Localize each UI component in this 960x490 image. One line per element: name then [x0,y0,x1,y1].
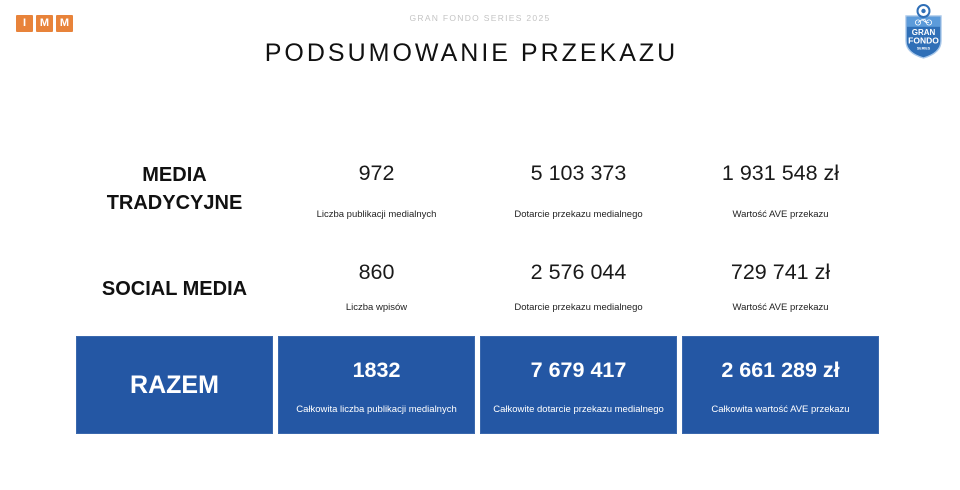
stat-caption: Liczba publikacji medialnych [316,209,437,220]
total-label: RAZEM [130,371,219,399]
total-cell-reach: 7 679 417 Całkowite dotarcie przekazu me… [480,336,677,434]
total-caption: Całkowita liczba publikacji medialnych [296,404,457,415]
imm-logo-letter: M [36,15,53,32]
row-label-line: TRADYCYJNE [106,192,243,214]
stat-value: 5 103 373 [530,161,627,185]
stat-caption: Wartość AVE przekazu [732,209,829,220]
logo-text-gran: GRAN [912,28,936,37]
bicycle-frame [917,18,929,23]
stat-caption: Dotarcie przekazu medialnego [514,302,643,313]
logo-text-series: SERIES [917,47,931,51]
logo-badge-core [921,8,926,14]
stat-social-ave: 729 741 zł Wartość AVE przekazu [682,260,879,324]
logo-top-band [906,16,941,27]
row-label-line: MEDIA [142,164,207,186]
series-label: GRAN FONDO SERIES 2025 [409,13,551,23]
total-caption: Całkowita wartość AVE przekazu [711,404,850,415]
stat-social-posts: 860 Liczba wpisów [278,260,475,324]
stat-value: 972 [358,161,395,185]
stat-caption: Wartość AVE przekazu [732,302,829,313]
total-caption: Całkowite dotarcie przekazu medialnego [493,404,664,415]
stat-traditional-publications: 972 Liczba publikacji medialnych [278,161,475,225]
imm-logo: I M M [16,15,73,32]
total-cell-publications: 1832 Całkowita liczba publikacji medialn… [278,336,475,434]
imm-logo-letter: I [16,15,33,32]
stat-caption: Liczba wpisów [345,302,408,313]
page-title: PODSUMOWANIE PRZEKAZU [264,39,679,67]
stat-caption: Dotarcie przekazu medialnego [514,209,643,220]
stat-value: 2 576 044 [530,260,627,284]
stat-traditional-ave: 1 931 548 zł Wartość AVE przekazu [682,161,879,225]
stat-social-reach: 2 576 044 Dotarcie przekazu medialnego [480,260,677,324]
logo-text-fondo: FONDO [908,36,939,46]
gran-fondo-logo: GRAN FONDO SERIES [905,4,942,59]
total-value: 1832 [352,358,401,382]
bicycle-icon [914,18,932,26]
total-cell-ave: 2 661 289 zł Całkowita wartość AVE przek… [682,336,879,434]
row-label-traditional-media: MEDIA TRADYCYJNE [76,161,273,217]
total-value: 2 661 289 zł [721,358,840,382]
imm-logo-letter: M [56,15,73,32]
stat-traditional-reach: 5 103 373 Dotarcie przekazu medialnego [480,161,677,225]
total-label-cell: RAZEM [76,336,273,434]
row-label-social-media: SOCIAL MEDIA [76,275,273,303]
stat-value: 860 [358,260,395,284]
total-value: 7 679 417 [530,358,627,382]
bicycle-wheel [914,19,921,26]
stat-value: 729 741 zł [730,260,831,284]
row-label-line: SOCIAL MEDIA [101,278,248,300]
stat-value: 1 931 548 zł [721,161,840,185]
